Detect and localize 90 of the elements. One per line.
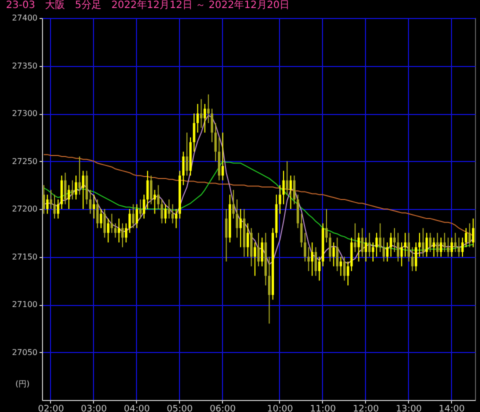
x-tick-label: 12:00 xyxy=(352,404,380,412)
candlestick xyxy=(136,204,138,229)
candlestick xyxy=(260,237,264,267)
x-tick-label: 04:00 xyxy=(124,404,150,412)
y-tick-label: 27350 xyxy=(12,61,38,70)
candlestick xyxy=(42,184,45,214)
candlestick xyxy=(154,189,156,214)
candlestick xyxy=(290,175,292,210)
candlestick xyxy=(146,170,149,210)
candlestick xyxy=(429,232,432,252)
candlestick xyxy=(78,156,81,196)
candlestick xyxy=(310,242,314,276)
candlestick xyxy=(64,172,66,205)
y-tick-label: 27200 xyxy=(12,204,38,214)
candlestick xyxy=(110,213,113,234)
candlestick xyxy=(218,136,220,181)
candlestick xyxy=(368,232,371,258)
candlestick xyxy=(92,194,96,220)
y-tick-label: 27100 xyxy=(12,300,38,309)
candlestick xyxy=(472,218,474,248)
candlestick xyxy=(239,208,242,248)
x-tick-label: 14:00 xyxy=(438,404,465,412)
y-tick-label: 27300 xyxy=(12,109,38,118)
candlestick xyxy=(250,228,253,267)
candlestick xyxy=(186,132,188,176)
x-tick-label: 06:00 xyxy=(210,404,236,412)
candlestick xyxy=(364,237,368,262)
candlestick xyxy=(336,237,338,272)
candlestick xyxy=(340,256,342,276)
candlestick xyxy=(107,218,110,243)
candlestick xyxy=(68,184,70,210)
candlestick xyxy=(358,232,360,262)
candlestick xyxy=(254,242,256,276)
candlestick xyxy=(71,180,74,200)
candlestick xyxy=(82,170,84,210)
chart-title: 23-03 大阪 5分足 2022年12月12日 ～ 2022年12月20日 xyxy=(6,0,290,11)
candlestick xyxy=(46,194,49,214)
candlestick xyxy=(390,232,392,258)
candlestick xyxy=(404,232,406,258)
candlestick xyxy=(307,246,310,272)
candlestick xyxy=(328,232,332,262)
candlestick xyxy=(464,228,468,248)
candlestick xyxy=(225,208,228,262)
candlestick xyxy=(150,175,152,205)
candlestick xyxy=(432,237,436,258)
candlestick xyxy=(128,208,131,234)
candlestick xyxy=(436,232,439,258)
candlestick xyxy=(422,228,424,258)
candlestick xyxy=(207,94,210,124)
candlestick xyxy=(386,242,389,262)
candlestick xyxy=(361,228,364,258)
candlestick xyxy=(171,204,174,224)
candlestick xyxy=(343,256,346,282)
y-tick-label: 27050 xyxy=(12,348,38,357)
candlestick xyxy=(50,189,52,210)
candlestick xyxy=(375,232,378,258)
x-tick-label: 03:00 xyxy=(80,404,108,412)
candlestick xyxy=(222,132,224,181)
candlestick xyxy=(446,237,450,258)
candlestick xyxy=(139,198,142,220)
x-tick-label: 05:00 xyxy=(166,404,194,412)
candlestick xyxy=(468,222,471,248)
y-axis-title: (円) xyxy=(15,380,30,388)
candlestick xyxy=(118,218,120,243)
x-tick-label: 13:00 xyxy=(396,404,422,412)
x-tick-label: 10:00 xyxy=(267,404,294,412)
y-tick-label: 27400 xyxy=(12,14,38,22)
x-tick-label: 11:00 xyxy=(310,404,336,412)
candlestick xyxy=(103,208,106,238)
candlestick xyxy=(200,98,202,128)
candlestick xyxy=(408,232,410,262)
candlestick xyxy=(354,222,356,252)
y-tick-label: 27150 xyxy=(12,252,38,262)
candlestick xyxy=(286,160,288,196)
candlestick xyxy=(314,246,317,276)
candlestick xyxy=(382,237,385,262)
candlestick xyxy=(458,237,460,258)
candlestick xyxy=(246,222,249,258)
candlestick xyxy=(450,237,453,258)
candlestick xyxy=(454,232,457,252)
candlestick xyxy=(425,232,428,258)
candlestick xyxy=(132,204,134,229)
candlestick xyxy=(174,208,178,229)
candlestick xyxy=(89,189,92,214)
y-tick-label: 27250 xyxy=(12,156,38,166)
candlestick xyxy=(86,170,88,205)
x-tick-label: 02:00 xyxy=(38,404,64,412)
candlestick xyxy=(332,242,335,267)
candlestick xyxy=(204,103,206,134)
candlestick xyxy=(396,232,400,262)
